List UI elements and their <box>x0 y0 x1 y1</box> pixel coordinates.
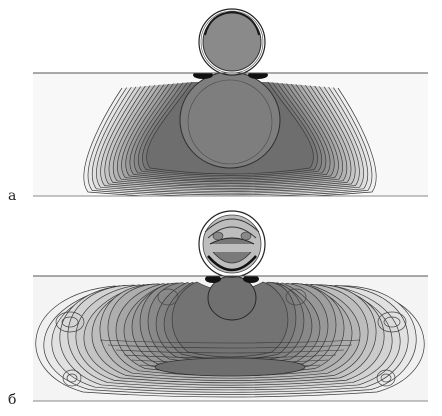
panel-b-contour-lines <box>35 281 425 398</box>
panel-a <box>33 8 428 197</box>
panel-a-contact-left <box>193 73 213 79</box>
panel-b-band-line <box>107 344 353 349</box>
panel-b-label: б <box>8 392 17 408</box>
panel-a-contact-right <box>248 73 268 79</box>
panel-a-core <box>179 73 281 169</box>
panel-b-band-line <box>115 349 345 354</box>
panel-b-contact-left <box>205 276 221 283</box>
panel-b-vortices <box>55 288 407 387</box>
panel-a-sphere <box>198 8 266 76</box>
panel-a-core-ring <box>187 79 273 165</box>
panel-b-sphere <box>198 210 266 278</box>
panel-b-core <box>207 276 257 321</box>
panel-b-band-line <box>99 339 361 344</box>
panel-b-bottom-band <box>154 357 306 377</box>
panel-b-contours <box>35 276 425 398</box>
panel-a-contours <box>83 73 377 196</box>
panel-b-contact-right <box>243 276 259 283</box>
panel-b <box>33 210 428 402</box>
panel-a-label: а <box>8 188 17 204</box>
